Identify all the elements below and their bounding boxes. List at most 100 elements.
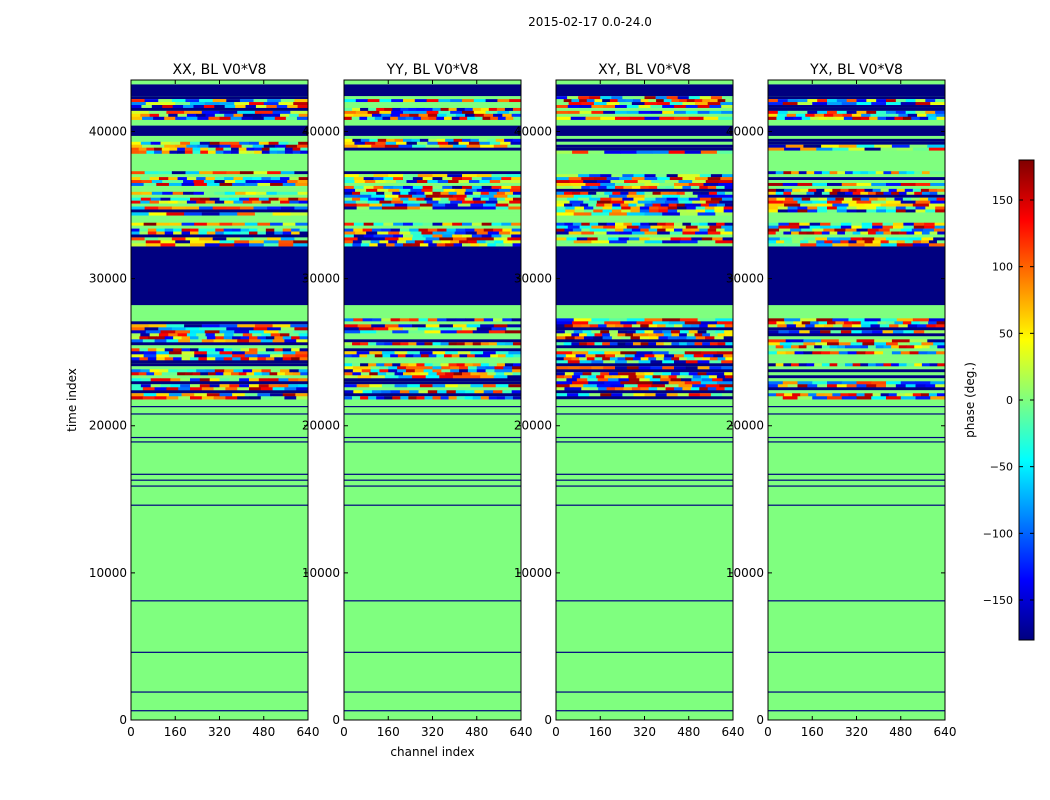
y-tick-label: 30000 — [726, 272, 764, 286]
colorbar-label: phase (deg.) — [963, 362, 977, 438]
y-tick-label: 0 — [756, 713, 764, 727]
flag-line — [131, 710, 308, 712]
flag-line — [768, 436, 945, 439]
flag-line — [344, 479, 521, 481]
heatmap-band — [556, 246, 733, 306]
flag-line — [556, 406, 733, 408]
x-tick-label: 320 — [633, 725, 656, 739]
flag-line — [131, 406, 308, 408]
flag-line — [344, 436, 521, 439]
heatmap-band — [131, 125, 308, 136]
flag-line — [131, 485, 308, 487]
flag-line — [556, 710, 733, 712]
heatmap-panel-2: YY, BL V0*V8 0 160 320 480 640 0 10000 20000 3000… — [302, 62, 533, 759]
flag-line — [344, 473, 521, 475]
flag-line — [768, 413, 945, 415]
x-tick-label: 160 — [589, 725, 612, 739]
flag-line — [131, 473, 308, 475]
flag-line — [768, 651, 945, 653]
x-tick-label: 320 — [421, 725, 444, 739]
flag-line — [768, 600, 945, 602]
flag-line — [344, 504, 521, 506]
y-tick-label: 10000 — [89, 566, 127, 580]
flag-line — [344, 600, 521, 602]
flag-line — [768, 406, 945, 408]
heatmap-panels: XX, BL V0*V8 0 160 320 480 640 0 10000 20000 3000… — [65, 62, 956, 759]
flag-line — [344, 406, 521, 408]
flag-line — [344, 485, 521, 487]
flag-line — [556, 441, 733, 443]
panel-title: YY, BL V0*V8 — [386, 62, 479, 78]
y-tick-label: 10000 — [514, 566, 552, 580]
flag-line — [344, 441, 521, 443]
heatmap-band — [768, 246, 945, 306]
flag-line — [768, 473, 945, 475]
flag-line — [344, 413, 521, 415]
flag-line — [344, 710, 521, 712]
heatmap-band — [131, 246, 308, 306]
colorbar-tick-label: 150 — [992, 194, 1013, 207]
heatmap-panel-1: XX, BL V0*V8 0 160 320 480 640 0 10000 20000 3000… — [65, 62, 319, 739]
flag-line — [131, 651, 308, 653]
heatmap-band — [344, 246, 521, 306]
x-tick-label: 480 — [677, 725, 700, 739]
y-tick-label: 20000 — [302, 419, 340, 433]
heatmap-band — [556, 84, 733, 97]
y-tick-label: 0 — [119, 713, 127, 727]
flag-line — [768, 504, 945, 506]
panel-title: YX, BL V0*V8 — [809, 62, 903, 78]
y-tick-label: 40000 — [89, 124, 127, 138]
flag-line — [768, 485, 945, 487]
heatmap-band — [556, 125, 733, 136]
x-tick-label: 640 — [934, 725, 957, 739]
flag-line — [344, 691, 521, 693]
y-tick-label: 0 — [544, 713, 552, 727]
y-tick-label: 20000 — [89, 419, 127, 433]
x-axis-label: channel index — [390, 745, 474, 759]
flag-line — [556, 479, 733, 481]
y-tick-label: 40000 — [726, 124, 764, 138]
x-tick-label: 640 — [722, 725, 745, 739]
heatmap-band — [768, 84, 945, 97]
colorbar-tick-label: −50 — [990, 461, 1013, 474]
y-tick-label: 0 — [332, 713, 340, 727]
panel-title: XX, BL V0*V8 — [173, 62, 267, 78]
flag-line — [556, 473, 733, 475]
flag-line — [768, 441, 945, 443]
heatmap-band — [131, 84, 308, 97]
flag-line — [768, 479, 945, 481]
x-tick-label: 480 — [889, 725, 912, 739]
heatmap-panel-4: YX, BL V0*V8 0 160 320 480 640 0 10000 20000 3000… — [726, 62, 957, 739]
flag-line — [556, 504, 733, 506]
colorbar: 150 100 50 0 −50 −100 −150 phase (deg.) — [963, 159, 1035, 641]
flag-line — [556, 485, 733, 487]
flag-line — [768, 691, 945, 693]
y-tick-label: 20000 — [514, 419, 552, 433]
x-tick-label: 480 — [465, 725, 488, 739]
x-tick-label: 320 — [208, 725, 231, 739]
figure-suptitle: 2015-02-17 0.0-24.0 — [528, 15, 652, 29]
flag-line — [131, 441, 308, 443]
colorbar-tick-label: 50 — [999, 327, 1013, 340]
heatmap-band — [768, 125, 945, 136]
flag-line — [556, 651, 733, 653]
x-tick-label: 0 — [127, 725, 135, 739]
heatmap-band — [344, 125, 521, 136]
flag-line — [131, 413, 308, 415]
x-tick-label: 0 — [764, 725, 772, 739]
x-tick-label: 160 — [164, 725, 187, 739]
heatmap-band — [344, 84, 521, 97]
flag-line — [131, 691, 308, 693]
flag-line — [556, 413, 733, 415]
x-tick-label: 640 — [510, 725, 533, 739]
colorbar-tick-label: 100 — [992, 261, 1013, 274]
flag-line — [768, 710, 945, 712]
x-tick-label: 160 — [801, 725, 824, 739]
colorbar-tick-label: −150 — [983, 594, 1013, 607]
x-tick-label: 0 — [340, 725, 348, 739]
x-tick-label: 0 — [552, 725, 560, 739]
x-tick-label: 320 — [845, 725, 868, 739]
flag-line — [344, 651, 521, 653]
flag-line — [131, 479, 308, 481]
